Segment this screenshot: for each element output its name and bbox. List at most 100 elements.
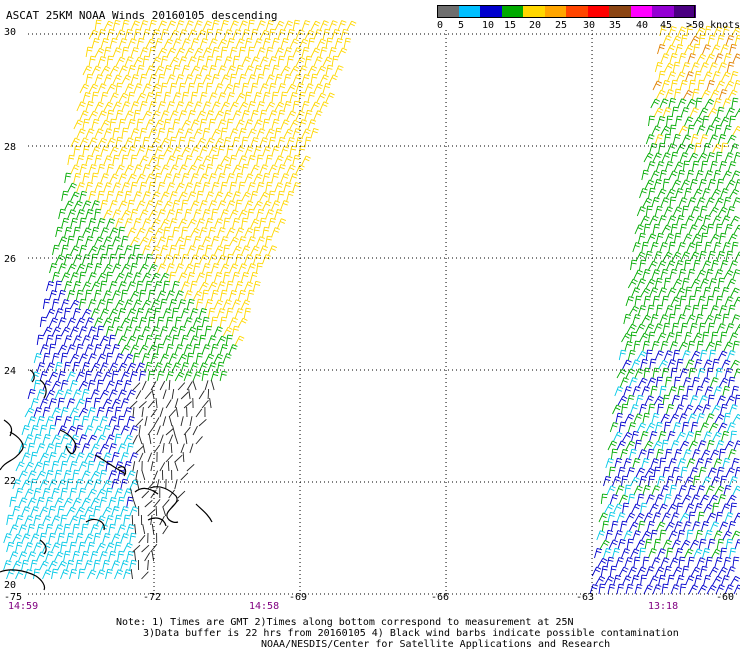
wind-barb <box>174 371 185 382</box>
wind-barb <box>90 389 100 400</box>
wind-barb <box>677 385 685 397</box>
wind-barb <box>181 64 190 76</box>
wind-barb <box>97 56 107 67</box>
wind-barb <box>136 227 146 238</box>
wind-barb <box>721 286 730 298</box>
wind-barb <box>694 430 702 442</box>
wind-barb <box>142 110 153 121</box>
wind-barb <box>211 235 220 247</box>
wind-barb <box>97 272 107 283</box>
wind-barb <box>127 173 137 184</box>
wind-barb <box>97 28 106 40</box>
wind-barb <box>658 215 667 226</box>
wind-barb <box>673 232 682 244</box>
wind-barb <box>159 326 169 337</box>
wind-barb <box>697 440 707 451</box>
wind-barb <box>707 107 718 118</box>
wind-barb <box>111 316 121 328</box>
wind-barb <box>120 344 131 355</box>
wind-barb <box>94 101 104 112</box>
wind-barb <box>45 443 55 454</box>
wind-barb <box>687 197 697 208</box>
wind-barb <box>642 197 653 208</box>
wind-barb <box>175 101 185 112</box>
lon-label-72: -72 <box>143 592 162 603</box>
wind-barb <box>12 533 22 544</box>
wind-barb <box>722 242 731 253</box>
wind-barb <box>172 64 181 76</box>
wind-barb <box>695 241 703 253</box>
wind-barb <box>310 20 321 31</box>
wind-barb <box>100 253 108 265</box>
wind-barb <box>217 119 227 130</box>
wind-barb <box>705 197 715 208</box>
wind-barb <box>216 361 225 373</box>
wind-barb <box>643 295 651 307</box>
wind-barb <box>159 272 170 283</box>
wind-barb <box>117 415 125 427</box>
wind-barb <box>126 389 136 400</box>
wind-barb <box>60 326 71 337</box>
wind-barb <box>698 107 709 118</box>
wind-barb <box>724 152 734 163</box>
wind-barb <box>103 209 113 220</box>
wind-barb <box>205 163 214 175</box>
wind-barb <box>706 152 716 163</box>
wind-barb <box>651 269 661 280</box>
wind-barb <box>115 82 123 94</box>
wind-barb <box>652 295 660 307</box>
wind-barb <box>97 83 107 94</box>
wind-barb <box>637 520 646 532</box>
wind-barb <box>169 164 179 175</box>
wind-barb <box>91 200 100 211</box>
wind-barb <box>91 118 100 130</box>
wind-barb <box>67 209 77 220</box>
wind-barb <box>114 379 123 391</box>
wind-barb <box>115 109 124 121</box>
wind-barb <box>667 430 676 442</box>
wind-barb <box>109 118 117 130</box>
wind-barb <box>648 115 655 127</box>
wind-barb <box>211 73 220 85</box>
wind-barb <box>702 547 711 559</box>
wind-barb <box>69 515 79 526</box>
wind-barb <box>645 422 656 433</box>
wind-barb <box>142 524 146 535</box>
wind-barb <box>720 259 729 271</box>
wind-barb <box>190 65 201 76</box>
wind-barb <box>614 386 624 397</box>
wind-barb <box>608 539 619 550</box>
wind-barb <box>181 119 192 130</box>
wind-barb <box>108 523 116 535</box>
wind-barb <box>716 106 725 118</box>
wind-barb <box>90 470 101 481</box>
wind-barb <box>642 340 650 352</box>
wind-barb <box>214 245 224 256</box>
wind-barb <box>301 128 311 139</box>
wind-barb <box>717 566 728 577</box>
wind-barb <box>684 331 692 343</box>
wind-barb <box>55 226 63 238</box>
wind-barb <box>690 566 701 577</box>
wind-barb <box>126 415 135 427</box>
wind-barb <box>75 317 86 328</box>
wind-barb <box>633 556 641 568</box>
wind-barb <box>625 296 635 307</box>
wind-barb <box>283 128 294 139</box>
wind-barb <box>240 271 250 283</box>
wind-barb <box>72 497 82 508</box>
wind-barb <box>189 308 199 319</box>
wind-barb <box>172 173 181 184</box>
wind-barb <box>589 584 599 595</box>
wind-barb <box>184 47 195 58</box>
wind-barb <box>669 268 678 280</box>
wind-barb <box>225 307 234 319</box>
wind-barb <box>604 503 615 514</box>
wind-barb <box>96 299 106 310</box>
wind-barb <box>703 71 713 82</box>
wind-barb <box>609 494 619 505</box>
wind-barb <box>304 83 314 94</box>
wind-barb <box>172 425 176 436</box>
wind-barb <box>653 466 661 478</box>
wind-barb <box>82 254 91 265</box>
